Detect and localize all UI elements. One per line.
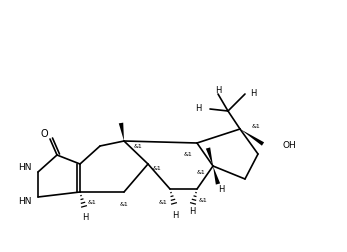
Text: HN: HN [18,197,32,206]
Polygon shape [240,130,264,146]
Polygon shape [206,148,213,166]
Text: H: H [82,213,88,222]
Text: &1: &1 [158,199,167,204]
Text: &1: &1 [120,202,128,207]
Text: &1: &1 [199,197,208,202]
Text: OH: OH [283,140,297,149]
Text: H: H [189,207,195,216]
Text: O: O [40,129,48,138]
Text: H: H [172,210,178,219]
Text: &1: &1 [252,124,261,129]
Text: &1: &1 [153,165,162,170]
Text: H: H [196,103,202,112]
Text: H: H [218,184,224,193]
Text: &1: &1 [196,169,205,174]
Text: &1: &1 [183,151,192,156]
Text: HN: HN [18,163,32,172]
Text: H: H [250,88,256,97]
Polygon shape [119,123,124,141]
Polygon shape [213,166,220,185]
Text: &1: &1 [134,144,143,149]
Text: &1: &1 [88,200,97,205]
Text: H: H [215,85,221,94]
